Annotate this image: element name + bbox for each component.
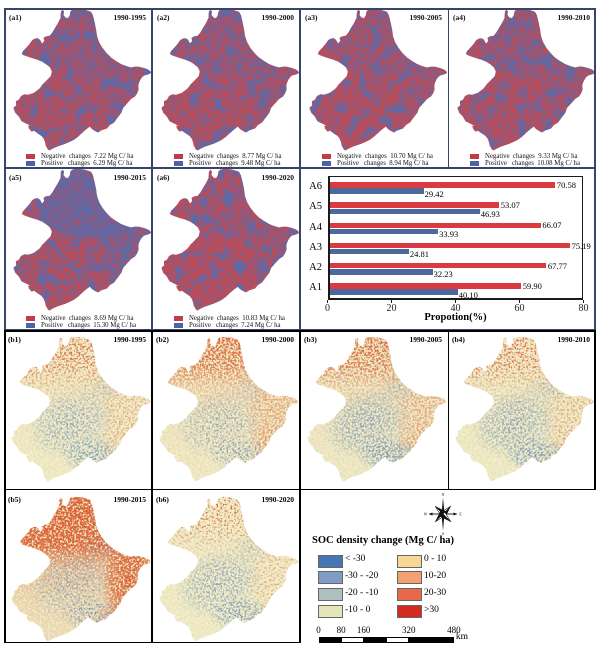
- svg-text:N: N: [442, 493, 445, 497]
- svg-text:S: S: [442, 532, 444, 536]
- svg-text:W: W: [424, 513, 428, 517]
- svg-text:E: E: [459, 513, 462, 517]
